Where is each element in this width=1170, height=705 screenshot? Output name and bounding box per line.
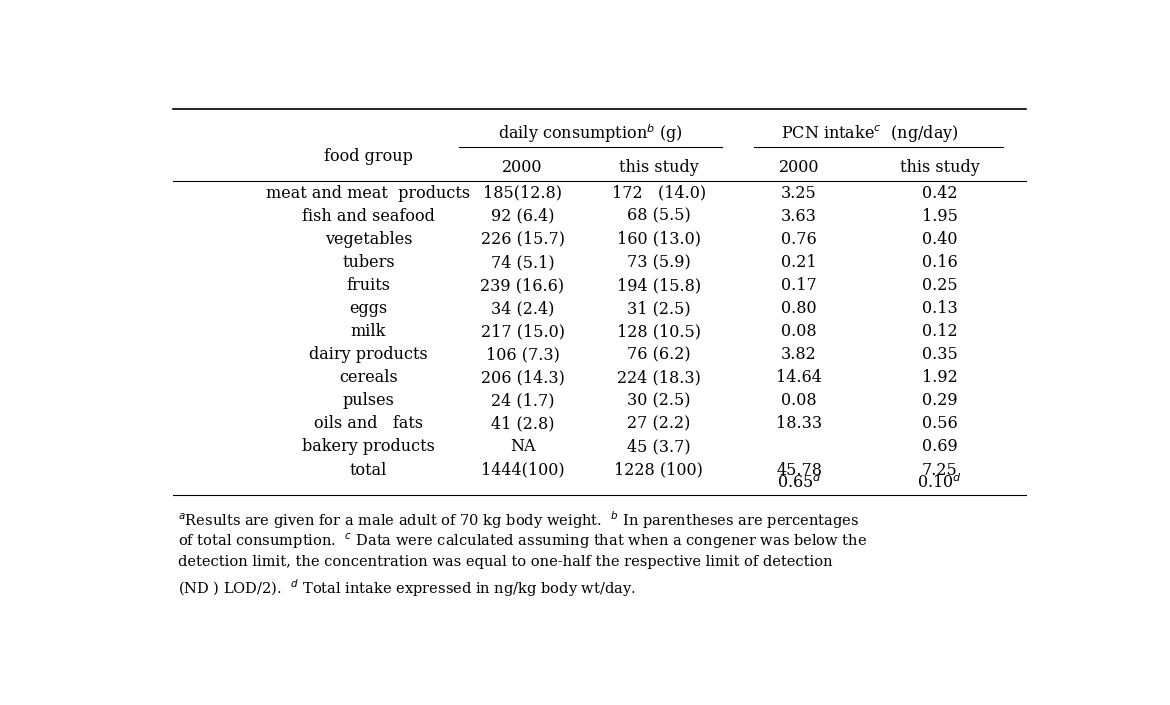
Text: 0.13: 0.13: [922, 300, 957, 317]
Text: meat and meat  products: meat and meat products: [267, 185, 470, 202]
Text: 7.25: 7.25: [922, 462, 957, 479]
Text: 0.40: 0.40: [922, 231, 957, 248]
Text: 0.08: 0.08: [782, 392, 817, 410]
Text: 2000: 2000: [779, 159, 819, 176]
Text: tubers: tubers: [342, 254, 394, 271]
Text: 0.42: 0.42: [922, 185, 957, 202]
Text: 73 (5.9): 73 (5.9): [627, 254, 690, 271]
Text: food group: food group: [324, 148, 413, 165]
Text: bakery products: bakery products: [302, 439, 435, 455]
Text: 14.64: 14.64: [776, 369, 823, 386]
Text: 0.10$^d$: 0.10$^d$: [917, 473, 962, 492]
Text: 0.29: 0.29: [922, 392, 957, 410]
Text: 3.82: 3.82: [782, 346, 817, 363]
Text: 1444(100): 1444(100): [481, 462, 564, 479]
Text: 1.95: 1.95: [922, 208, 957, 225]
Text: 0.25: 0.25: [922, 277, 957, 294]
Text: fish and seafood: fish and seafood: [302, 208, 435, 225]
Text: this study: this study: [619, 159, 698, 176]
Text: 0.80: 0.80: [782, 300, 817, 317]
Text: milk: milk: [351, 323, 386, 340]
Text: 92 (6.4): 92 (6.4): [490, 208, 555, 225]
Text: 3.63: 3.63: [782, 208, 817, 225]
Text: PCN intake$^c$  (ng/day): PCN intake$^c$ (ng/day): [780, 123, 958, 144]
Text: 74 (5.1): 74 (5.1): [490, 254, 555, 271]
Text: 217 (15.0): 217 (15.0): [481, 323, 565, 340]
Text: of total consumption.  $^c$ Data were calculated assuming that when a congener w: of total consumption. $^c$ Data were cal…: [178, 532, 867, 551]
Text: 1228 (100): 1228 (100): [614, 462, 703, 479]
Text: 194 (15.8): 194 (15.8): [617, 277, 701, 294]
Text: 45 (3.7): 45 (3.7): [627, 439, 690, 455]
Text: cereals: cereals: [339, 369, 398, 386]
Text: (ND ) LOD/2).  $^d$ Total intake expressed in ng/kg body wt/day.: (ND ) LOD/2). $^d$ Total intake expresse…: [178, 577, 636, 599]
Text: fruits: fruits: [346, 277, 391, 294]
Text: 45.78: 45.78: [776, 462, 823, 479]
Text: 41 (2.8): 41 (2.8): [490, 415, 555, 432]
Text: 76 (6.2): 76 (6.2): [627, 346, 690, 363]
Text: 3.25: 3.25: [782, 185, 817, 202]
Text: 226 (15.7): 226 (15.7): [481, 231, 565, 248]
Text: 0.16: 0.16: [922, 254, 957, 271]
Text: total: total: [350, 462, 387, 479]
Text: 0.12: 0.12: [922, 323, 957, 340]
Text: dairy products: dairy products: [309, 346, 428, 363]
Text: 27 (2.2): 27 (2.2): [627, 415, 690, 432]
Text: 68 (5.5): 68 (5.5): [627, 208, 690, 225]
Text: 0.69: 0.69: [922, 439, 957, 455]
Text: 2000: 2000: [502, 159, 543, 176]
Text: 206 (14.3): 206 (14.3): [481, 369, 564, 386]
Text: vegetables: vegetables: [324, 231, 412, 248]
Text: 0.21: 0.21: [782, 254, 817, 271]
Text: detection limit, the concentration was equal to one-half the respective limit of: detection limit, the concentration was e…: [178, 555, 833, 568]
Text: NA: NA: [510, 439, 536, 455]
Text: pulses: pulses: [343, 392, 394, 410]
Text: 0.35: 0.35: [922, 346, 957, 363]
Text: this study: this study: [900, 159, 979, 176]
Text: 106 (7.3): 106 (7.3): [486, 346, 559, 363]
Text: 30 (2.5): 30 (2.5): [627, 392, 690, 410]
Text: 24 (1.7): 24 (1.7): [490, 392, 555, 410]
Text: 0.17: 0.17: [782, 277, 817, 294]
Text: oils and   fats: oils and fats: [314, 415, 424, 432]
Text: 172   (14.0): 172 (14.0): [612, 185, 706, 202]
Text: 18.33: 18.33: [776, 415, 823, 432]
Text: 0.76: 0.76: [782, 231, 817, 248]
Text: 34 (2.4): 34 (2.4): [491, 300, 555, 317]
Text: 0.65$^d$: 0.65$^d$: [777, 473, 821, 492]
Text: 0.56: 0.56: [922, 415, 957, 432]
Text: 160 (13.0): 160 (13.0): [617, 231, 701, 248]
Text: 239 (16.6): 239 (16.6): [481, 277, 565, 294]
Text: daily consumption$^b$ (g): daily consumption$^b$ (g): [498, 122, 683, 145]
Text: 1.92: 1.92: [922, 369, 957, 386]
Text: 224 (18.3): 224 (18.3): [617, 369, 701, 386]
Text: $^a$Results are given for a male adult of 70 kg body weight.  $^b$ In parenthese: $^a$Results are given for a male adult o…: [178, 509, 860, 531]
Text: 31 (2.5): 31 (2.5): [627, 300, 690, 317]
Text: 185(12.8): 185(12.8): [483, 185, 562, 202]
Text: 0.08: 0.08: [782, 323, 817, 340]
Text: 128 (10.5): 128 (10.5): [617, 323, 701, 340]
Text: eggs: eggs: [350, 300, 387, 317]
